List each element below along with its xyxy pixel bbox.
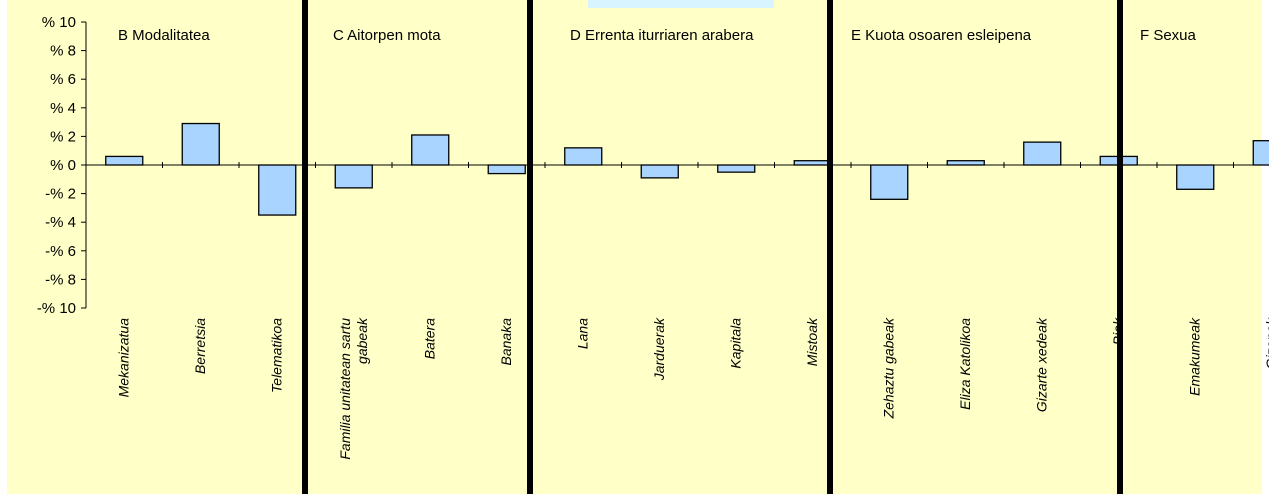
bar	[334, 164, 373, 189]
bar	[640, 164, 679, 179]
y-tick-label: % 10	[42, 14, 76, 31]
bar	[1176, 164, 1215, 190]
group-separators	[302, 0, 1123, 494]
y-tick-label: -% 8	[45, 271, 76, 288]
category-label: Jarduerak	[651, 317, 667, 381]
category-label: Batera	[421, 318, 437, 359]
bar	[105, 155, 144, 166]
group-title: D Errenta iturriaren arabera	[570, 27, 754, 44]
category-label: Kapitala	[727, 318, 743, 369]
category-label: Familia unitatean sartugabeak	[337, 317, 370, 460]
y-tick-label: % 8	[50, 43, 76, 60]
y-tick-label: -% 4	[45, 214, 76, 231]
bar	[258, 164, 297, 216]
bar	[1023, 141, 1062, 166]
bar	[487, 164, 526, 175]
y-tick-label: -% 2	[45, 186, 76, 203]
y-tick-label: -% 10	[37, 300, 76, 317]
category-label: Emakumeak	[1186, 317, 1202, 396]
bar	[564, 147, 603, 166]
bar	[717, 164, 756, 173]
category-label: Banaka	[498, 318, 514, 366]
category-label: Zehaztu gabeak	[880, 317, 896, 419]
top-highlight	[588, 0, 774, 8]
group-title: B Modalitatea	[118, 27, 210, 44]
category-label: Eliza Katolikoa	[957, 318, 973, 410]
group-title: E Kuota osoaren esleipena	[851, 27, 1032, 44]
bar	[1252, 140, 1269, 166]
bar	[793, 160, 832, 166]
bar	[181, 122, 220, 166]
bar	[411, 134, 450, 166]
category-label: Telematikoa	[268, 318, 284, 393]
category-label: Berretsia	[192, 318, 208, 374]
category-label: Lana	[574, 318, 590, 349]
category-label: Gizonak	[1263, 317, 1269, 369]
category-label: Mekanizatua	[115, 318, 131, 398]
bar	[946, 160, 985, 166]
y-tick-label: -% 6	[45, 243, 76, 260]
plot-background	[7, 0, 1262, 494]
group-title: F Sexua	[1140, 27, 1197, 44]
y-tick-label: % 0	[50, 157, 76, 174]
y-tick-label: % 4	[50, 100, 76, 117]
category-label: Mistoak	[804, 317, 820, 366]
bar	[870, 164, 909, 200]
y-tick-label: % 2	[50, 128, 76, 145]
group-title: C Aitorpen mota	[333, 27, 441, 44]
y-tick-label: % 6	[50, 71, 76, 88]
labels: B Modalitatea Mekanizatua Berretsia Telemat…	[115, 27, 1269, 460]
category-label: Gizarte xedeak	[1033, 317, 1049, 412]
